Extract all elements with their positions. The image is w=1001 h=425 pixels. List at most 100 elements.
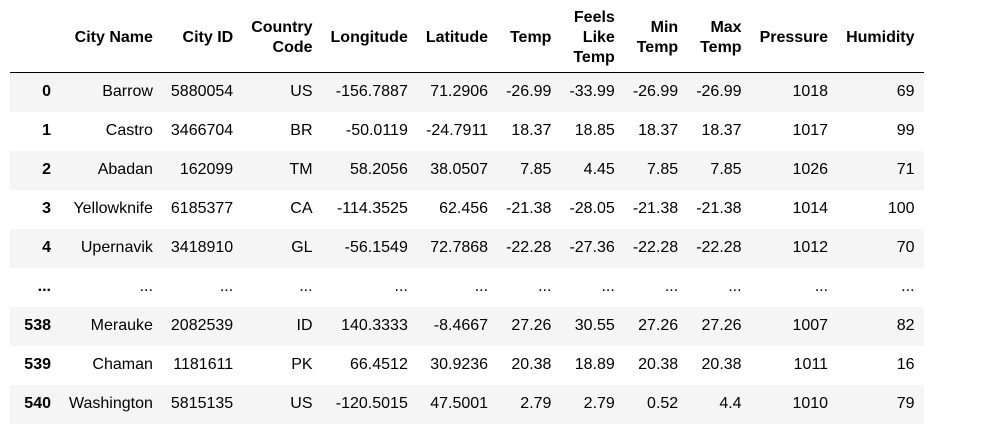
table-cell: ID [296, 317, 313, 334]
table-cell: 1007 [792, 317, 829, 334]
table-cell: 1018 [792, 83, 829, 101]
table-cell: 5815135 [170, 395, 234, 412]
row-index: 0 [42, 83, 51, 101]
table-cell: Abadan [97, 161, 153, 178]
column-header-label: City ID [182, 29, 234, 46]
column-header: City ID [161, 4, 243, 73]
column-header: Country Code [242, 4, 322, 73]
table-cell: 1181611 [173, 356, 234, 373]
table-cell: 69 [896, 83, 915, 101]
table-cell: 27.26 [701, 317, 742, 334]
index-header [10, 4, 60, 73]
column-header: Latitude [416, 4, 498, 73]
table-cell: -26.99 [632, 83, 679, 101]
table-cell: -8.4667 [433, 317, 489, 334]
table-cell: 72.7868 [430, 239, 489, 256]
table-cell: 1010 [792, 395, 829, 412]
table-cell: -24.7911 [426, 122, 489, 139]
table-cell: 18.37 [638, 122, 679, 139]
table-cell: US [290, 83, 313, 101]
table-cell: Yellowknife [73, 200, 153, 217]
table-cell: 1014 [792, 200, 829, 217]
column-header: Min Temp [623, 4, 688, 73]
table-cell: -56.1549 [344, 239, 408, 256]
table-cell: 3418910 [170, 239, 234, 256]
table-cell: 47.5001 [430, 395, 489, 412]
column-header-label: Temp [636, 39, 679, 56]
table-row: .................................... [10, 267, 924, 307]
table-body: 0 Barrow 5880054 US -156.7887 71.2906 -26.99 -3… [10, 72, 924, 424]
table-cell: -28.05 [569, 200, 615, 217]
table-cell: ... [394, 278, 408, 295]
table-cell: 27.26 [511, 317, 552, 334]
row-index: 2 [42, 161, 51, 178]
table-cell: 18.85 [574, 122, 615, 139]
table-cell: -22.28 [696, 239, 742, 256]
table-cell: PK [291, 356, 313, 373]
column-header: Feels Like Temp [560, 4, 624, 73]
table-row: 540 Washington 5815135 US -120.5015 47.5001 2.… [10, 384, 924, 424]
column-header-label: Latitude [425, 29, 489, 46]
column-header: Pressure [750, 4, 838, 73]
table-cell: -22.28 [506, 239, 552, 256]
table-cell: 71.2906 [430, 83, 489, 101]
table-cell: ... [538, 278, 552, 295]
column-header-label: Temp [509, 29, 552, 46]
table-cell: 2.79 [583, 395, 615, 412]
table-cell: 20.38 [701, 356, 742, 373]
table-cell: 1012 [792, 239, 829, 256]
column-header-label: Temp [700, 39, 742, 56]
table-cell: 140.3333 [341, 317, 408, 334]
table-cell: 20.38 [638, 356, 679, 373]
table-cell: Chaman [92, 356, 153, 373]
table-row: 1 Castro 3466704 BR -50.0119 -24.7911 18.37 18.… [10, 111, 924, 151]
table-cell: 18.37 [701, 122, 742, 139]
table-cell: -26.99 [696, 83, 742, 101]
column-header: Longitude [321, 4, 417, 73]
table-cell: 58.2056 [350, 161, 408, 178]
table-cell: 30.55 [574, 317, 615, 334]
table-cell: -21.38 [632, 200, 679, 217]
table-cell: 4.4 [719, 395, 742, 412]
table-cell: 70 [896, 239, 915, 256]
table-cell: 0.52 [647, 395, 679, 412]
table-cell: Washington [69, 395, 153, 412]
column-header-label: Temp [573, 49, 615, 66]
row-index: 538 [24, 317, 51, 334]
row-index: 540 [24, 395, 51, 412]
table-cell: 66.4512 [350, 356, 408, 373]
column-header-label: Code [272, 39, 313, 56]
table-cell: 38.0507 [430, 161, 489, 178]
column-header-label: Max [710, 19, 742, 36]
table-cell: -27.36 [569, 239, 615, 256]
table-cell: Castro [105, 122, 153, 139]
row-index: ... [37, 278, 51, 295]
table-cell: BR [290, 122, 313, 139]
table-cell: -33.99 [569, 83, 615, 101]
table-cell: CA [290, 200, 313, 217]
table-cell: ... [299, 278, 313, 295]
table-cell: 27.26 [638, 317, 679, 334]
table-cell: 7.85 [710, 161, 742, 178]
table-cell: -26.99 [506, 83, 552, 101]
table-cell: ... [219, 278, 234, 295]
table-cell: -21.38 [696, 200, 742, 217]
table-cell: ... [474, 278, 489, 295]
table-cell: 5880054 [170, 83, 234, 101]
column-header-label: Country [251, 19, 313, 36]
table-cell: Merauke [90, 317, 153, 334]
column-header: Temp [497, 4, 561, 73]
table-cell: -50.0119 [345, 122, 408, 139]
column-header: Max Temp [687, 4, 751, 73]
table-cell: ... [814, 278, 829, 295]
table-cell: -120.5015 [335, 395, 408, 412]
table-cell: ... [139, 278, 153, 295]
table-cell: ... [728, 278, 742, 295]
table-row: 2 Abadan 162099 TM 58.2056 38.0507 7.85 4.45 7.8… [10, 150, 924, 190]
table-cell: 82 [896, 317, 915, 334]
table-cell: 4.45 [583, 161, 615, 178]
table-cell: 162099 [179, 161, 234, 178]
table-cell: Upernavik [80, 239, 153, 256]
table-cell: GL [291, 239, 313, 256]
